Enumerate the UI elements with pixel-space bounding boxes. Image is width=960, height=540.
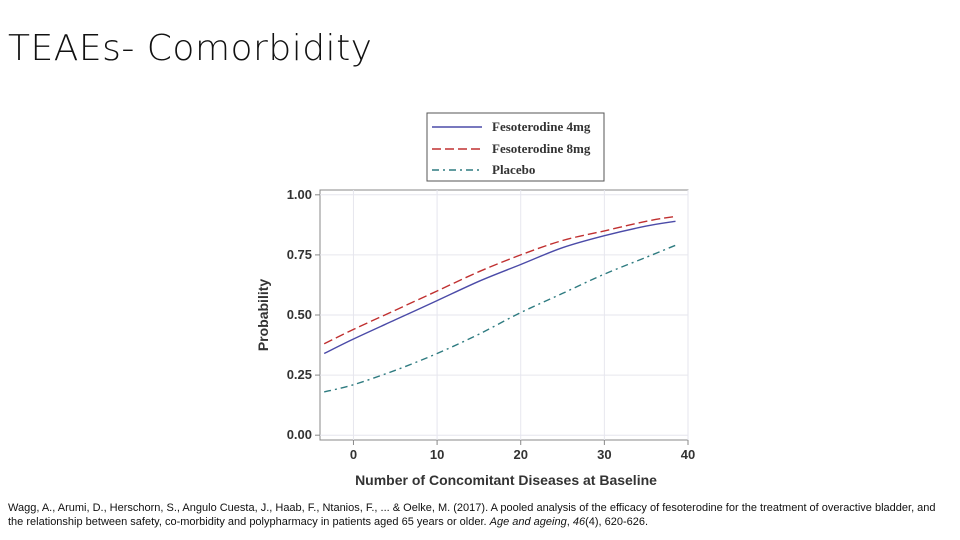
y-axis-ticks: 0.00 0.25 0.50 0.75 1.00 [287, 187, 320, 442]
series-line-placebo [324, 244, 676, 393]
grid-lines [320, 190, 689, 440]
y-axis-title: Probability [255, 279, 271, 352]
x-axis-title: Number of Concomitant Diseases at Baseli… [355, 472, 657, 488]
legend-label-placebo: Placebo [492, 162, 535, 177]
legend-label-fesoterodine-8mg: Fesoterodine 8mg [492, 141, 591, 156]
x-tick-label: 30 [597, 447, 611, 462]
y-tick-label: 0.25 [287, 367, 312, 382]
y-tick-label: 0.50 [287, 307, 312, 322]
citation: Wagg, A., Arumi, D., Herschorn, S., Angu… [8, 501, 952, 529]
chart-legend: Fesoterodine 4mg Fesoterodine 8mg Placeb… [426, 112, 605, 182]
x-tick-label: 0 [350, 447, 357, 462]
citation-text: Wagg, A., Arumi, D., Herschorn, S., Angu… [8, 502, 936, 528]
citation-journal: Age and ageing [489, 516, 567, 528]
legend-label-fesoterodine-4mg: Fesoterodine 4mg [492, 119, 591, 134]
line-chart: Fesoterodine 4mg Fesoterodine 8mg Placeb… [255, 112, 695, 488]
y-tick-label: 0.75 [287, 247, 312, 262]
series-line-fesoterodine-8mg [323, 215, 676, 345]
series-line-fesoterodine-4mg [323, 220, 676, 355]
x-tick-label: 40 [681, 447, 695, 462]
citation-separator: , [566, 516, 573, 528]
legend-box [426, 112, 605, 182]
slide-title: TEAEs- Comorbidity [8, 28, 373, 69]
x-tick-label: 20 [513, 447, 527, 462]
x-axis-ticks: 0 10 20 30 40 [350, 440, 695, 462]
series-lines [323, 215, 676, 393]
y-tick-label: 0.00 [287, 427, 312, 442]
y-tick-label: 1.00 [287, 187, 312, 202]
citation-pages: (4), 620-626. [585, 516, 649, 528]
x-tick-label: 10 [430, 447, 444, 462]
citation-volume: 46 [572, 516, 586, 528]
